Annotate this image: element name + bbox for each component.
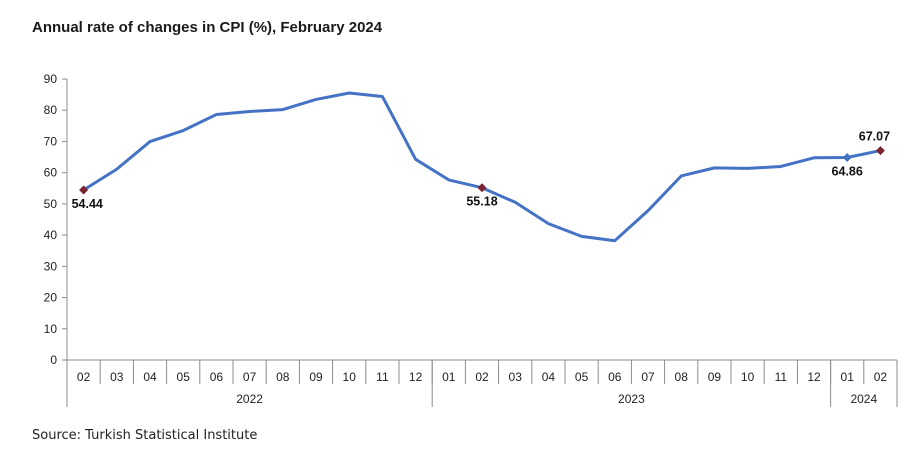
y-tick-label: 0 bbox=[50, 353, 57, 367]
y-tick-label: 10 bbox=[44, 322, 58, 336]
x-tick-label: 12 bbox=[409, 370, 423, 384]
x-tick-label: 01 bbox=[841, 370, 855, 384]
year-label: 2022 bbox=[236, 392, 263, 406]
cpi-series-line bbox=[82, 91, 882, 243]
data-point-marker bbox=[477, 183, 487, 193]
x-tick-label: 04 bbox=[542, 370, 556, 384]
y-tick-label: 50 bbox=[44, 197, 58, 211]
y-tick-label: 20 bbox=[44, 291, 58, 305]
data-label: 64.86 bbox=[832, 164, 863, 178]
x-tick-label: 06 bbox=[608, 370, 622, 384]
data-label: 55.18 bbox=[466, 195, 497, 209]
data-point-marker bbox=[842, 152, 852, 162]
x-tick-label: 07 bbox=[243, 370, 257, 384]
x-tick-label: 07 bbox=[641, 370, 655, 384]
marker-layer: 54.44 55.18 64.86 67.07 bbox=[72, 130, 890, 211]
x-tick-label: 05 bbox=[177, 370, 191, 384]
x-tick-label: 09 bbox=[708, 370, 722, 384]
y-tick-label: 80 bbox=[44, 103, 58, 117]
x-tick-label: 02 bbox=[874, 370, 888, 384]
x-tick-label: 03 bbox=[110, 370, 124, 384]
x-tick-label: 02 bbox=[475, 370, 489, 384]
data-label: 54.44 bbox=[72, 197, 103, 211]
data-point-marker bbox=[875, 146, 885, 156]
x-tick-label: 01 bbox=[442, 370, 456, 384]
x-tick-label: 09 bbox=[309, 370, 323, 384]
x-tick-label: 05 bbox=[575, 370, 589, 384]
x-tick-label: 08 bbox=[276, 370, 290, 384]
y-tick-label: 30 bbox=[44, 259, 58, 273]
x-tick-label: 03 bbox=[509, 370, 523, 384]
y-tick-label: 70 bbox=[44, 134, 58, 148]
data-point-marker bbox=[79, 185, 89, 195]
x-tick-label: 10 bbox=[741, 370, 755, 384]
x-tick-label: 11 bbox=[775, 370, 788, 384]
y-tick-label: 40 bbox=[44, 228, 58, 242]
y-tick-label: 90 bbox=[44, 72, 58, 86]
x-tick-label: 10 bbox=[343, 370, 357, 384]
x-tick-label: 06 bbox=[210, 370, 224, 384]
y-axis-ticks: 0 10 20 30 40 50 60 70 80 90 bbox=[44, 72, 67, 367]
x-tick-label: 08 bbox=[675, 370, 689, 384]
y-tick-label: 60 bbox=[44, 166, 58, 180]
data-label: 67.07 bbox=[859, 130, 890, 144]
chart-title: Annual rate of changes in CPI (%), Febru… bbox=[32, 19, 383, 36]
x-tick-label: 11 bbox=[376, 370, 389, 384]
year-label: 2024 bbox=[850, 392, 877, 406]
year-groups: 2022 2023 2024 bbox=[236, 360, 877, 407]
x-tick-label: 12 bbox=[807, 370, 821, 384]
x-tick-label: 04 bbox=[143, 370, 157, 384]
axes bbox=[66, 79, 898, 407]
source-note: Source: Turkish Statistical Institute bbox=[32, 428, 258, 443]
year-label: 2023 bbox=[618, 392, 645, 406]
series-layer bbox=[82, 91, 882, 243]
x-axis-ticks: 02 03 04 05 06 07 08 09 10 11 12 01 02 03 04 05 06 07 08 09… bbox=[77, 360, 887, 384]
x-tick-label: 02 bbox=[77, 370, 91, 384]
